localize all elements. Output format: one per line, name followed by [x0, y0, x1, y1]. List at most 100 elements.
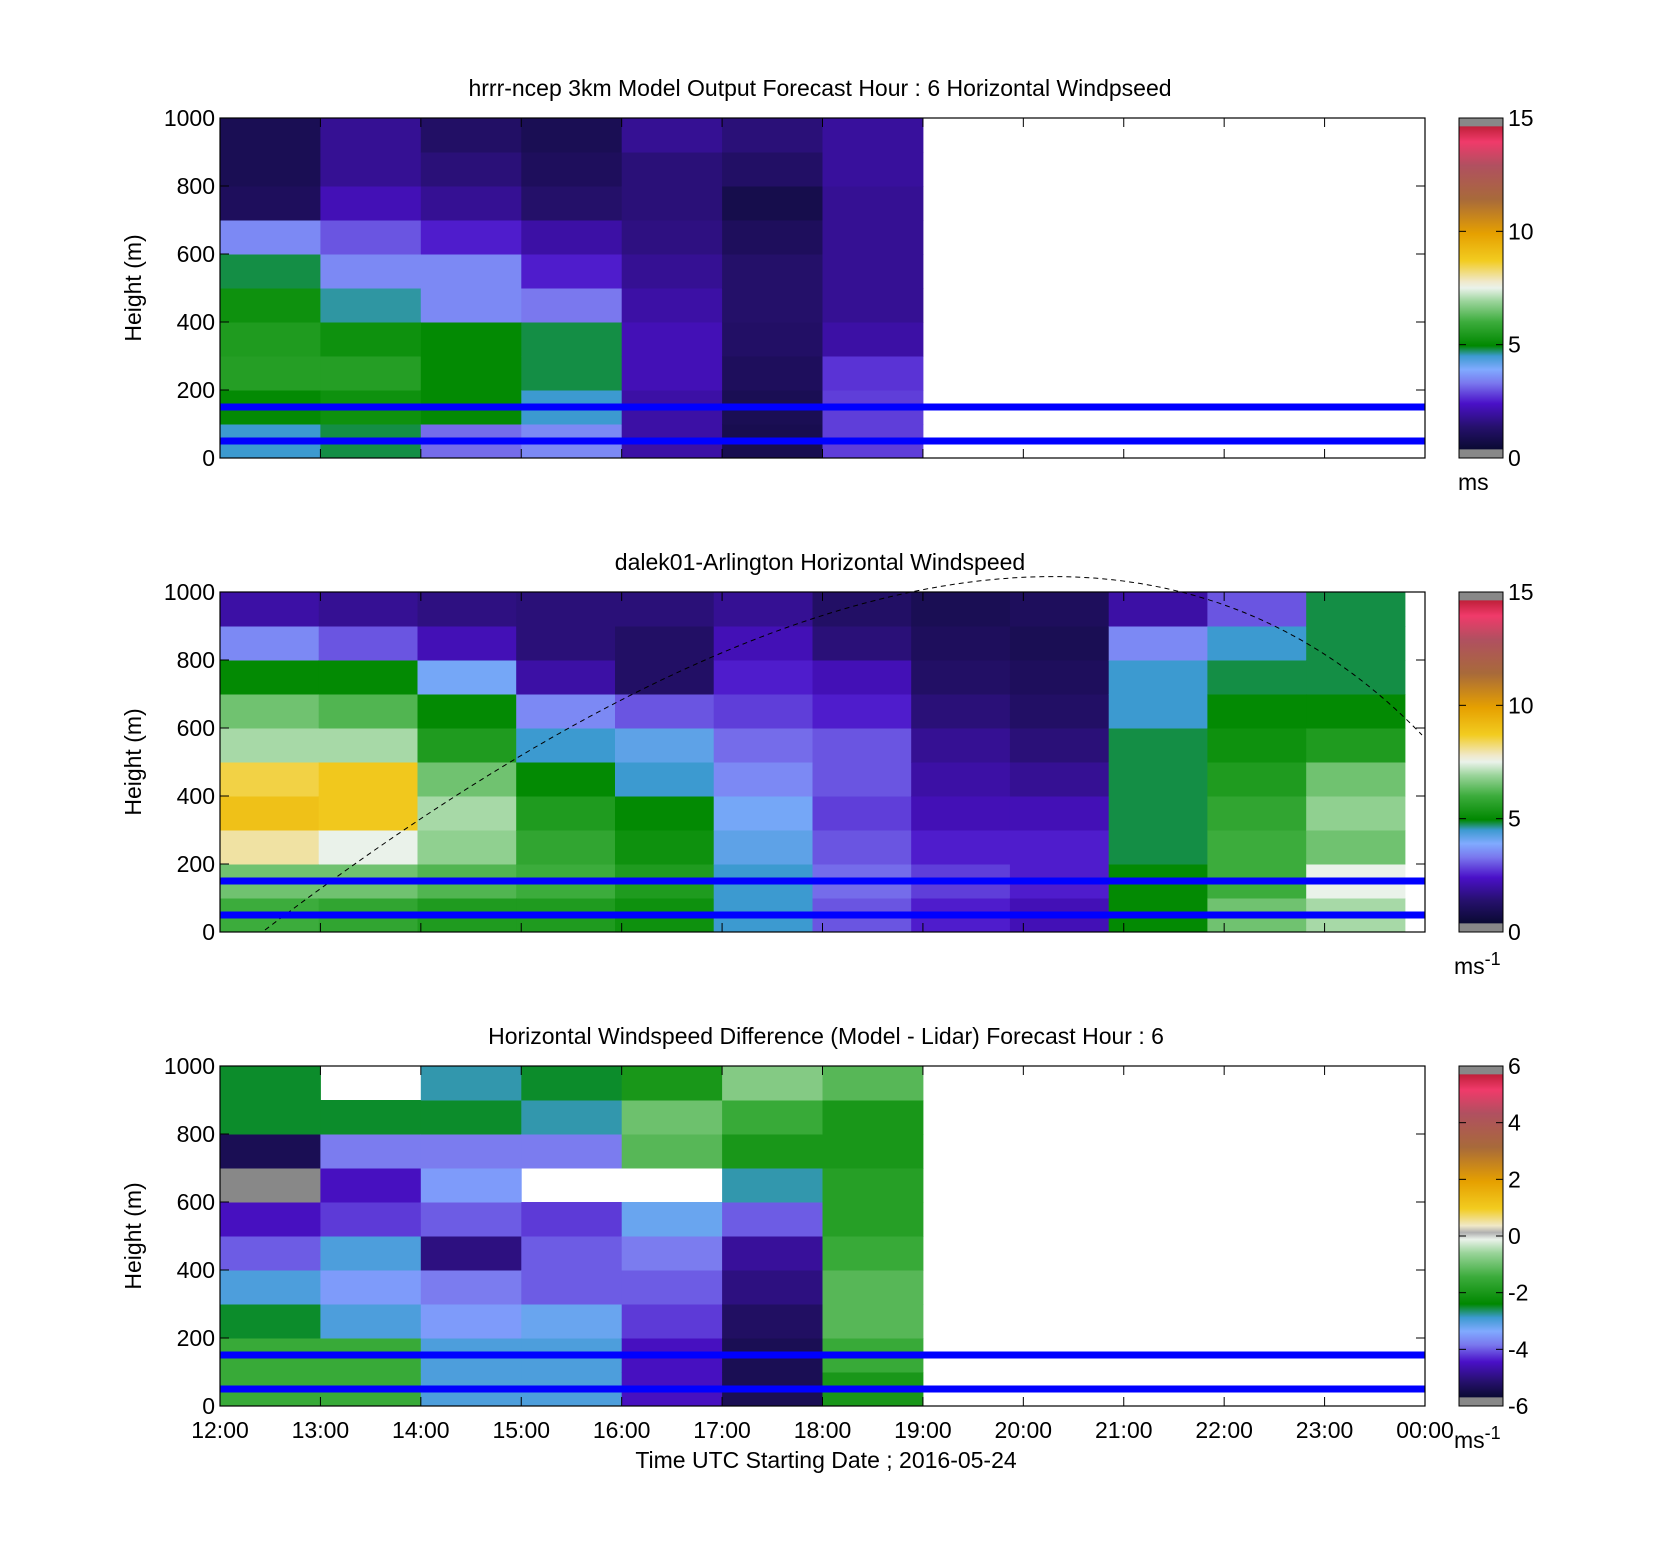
colorbar-tick-label: 0 — [1508, 919, 1521, 945]
heatmap-cell — [220, 626, 320, 661]
heatmap-cell — [812, 592, 912, 627]
colorbar-tick-label: -4 — [1508, 1336, 1529, 1362]
heatmap-cell — [420, 1066, 522, 1101]
heatmap-cell — [713, 728, 813, 763]
heatmap-cell — [521, 1100, 623, 1135]
heatmap-cell — [812, 796, 912, 831]
heatmap-cell — [722, 1100, 823, 1135]
heatmap-cell — [713, 796, 813, 831]
x-tick-label: 20:00 — [995, 1417, 1053, 1443]
heatmap-cell — [615, 694, 715, 729]
heatmap-cell — [220, 1202, 321, 1237]
heatmap-cell — [621, 356, 723, 391]
colorbar — [1458, 117, 1504, 459]
heatmap-cell — [417, 830, 517, 865]
heatmap-cell — [911, 762, 1011, 797]
heatmap-cell — [318, 762, 418, 797]
heatmap-cell — [1306, 830, 1406, 865]
heatmap-cell — [320, 1202, 422, 1237]
heatmap-cell — [320, 118, 422, 153]
heatmap-cell — [521, 1270, 623, 1305]
heatmap-cell — [1108, 592, 1208, 627]
colorbar-ticks: 0 5 10 15 — [1459, 105, 1534, 471]
heatmap-cell — [417, 694, 517, 729]
heatmap-cell — [318, 830, 418, 865]
heatmap-cell — [822, 1168, 924, 1203]
heatmap-cell — [320, 1168, 422, 1203]
colorbar-tick-label: -2 — [1508, 1280, 1528, 1306]
heatmap-cell — [521, 254, 623, 289]
heatmap-cell — [722, 356, 823, 391]
heatmap-cell — [417, 762, 517, 797]
heatmap-cell — [1009, 796, 1110, 831]
heatmap-cell — [220, 118, 321, 153]
colorbar-tick-label: 0 — [1508, 445, 1521, 471]
heatmap-cell — [420, 254, 522, 289]
heatmap-cell — [1108, 796, 1208, 831]
heatmap-cell — [822, 118, 924, 153]
heatmap-cell — [722, 1304, 823, 1339]
heatmap-cell — [220, 694, 320, 729]
heatmap-cell — [1306, 762, 1406, 797]
heatmap-cell — [521, 1066, 623, 1101]
heatmap-cell — [621, 322, 723, 357]
heatmap-cell — [713, 694, 813, 729]
heatmap-cell — [521, 322, 623, 357]
heatmap-cell — [220, 254, 321, 289]
heatmap-cell — [722, 1168, 823, 1203]
heatmap-cell — [417, 796, 517, 831]
heatmap-cell — [911, 728, 1011, 763]
colorbar-ticks: -6 -4 -2 0 2 4 6 — [1459, 1053, 1529, 1419]
heatmap-cell — [1108, 728, 1208, 763]
heatmap-cell — [220, 288, 321, 323]
x-tick-label: 13:00 — [292, 1417, 350, 1443]
reference-lines — [220, 1351, 1425, 1393]
y-tick-label: 600 — [177, 715, 215, 741]
heatmap-cell — [220, 1304, 321, 1339]
heatmap-cell — [318, 626, 418, 661]
colorbar-tick-label: 6 — [1508, 1053, 1521, 1079]
y-tick-label: 400 — [177, 1257, 215, 1283]
heatmap-cell — [521, 356, 623, 391]
x-tick-label: 17:00 — [693, 1417, 751, 1443]
heatmap-cell — [420, 1134, 522, 1169]
heatmap-cell — [722, 1270, 823, 1305]
heatmap-cell — [1009, 830, 1110, 865]
heatmap-cell — [822, 152, 924, 187]
heatmap-cell — [1009, 660, 1110, 695]
y-tick-label: 800 — [177, 1121, 215, 1147]
y-tick-label: 400 — [177, 309, 215, 335]
heatmap-cell — [1306, 660, 1406, 695]
heatmap-cell — [812, 830, 912, 865]
heatmap-cell — [1207, 796, 1307, 831]
heatmap-cell — [320, 322, 422, 357]
heatmap-cell — [713, 626, 813, 661]
heatmap-cell — [1009, 592, 1110, 627]
heatmap-cell — [1207, 728, 1307, 763]
heatmap-cell — [1306, 694, 1406, 729]
heatmap-cell — [420, 1236, 522, 1271]
heatmap-cell — [822, 356, 924, 391]
heatmap-cell — [521, 1134, 623, 1169]
heatmap-cell — [722, 152, 823, 187]
heatmap-cell — [318, 728, 418, 763]
panel-title: dalek01-Arlington Horizontal Windspeed — [615, 549, 1025, 575]
y-tick-label: 1000 — [164, 1053, 215, 1079]
y-axis-ticks: 0 200 400 600 800 1000 — [164, 579, 1425, 945]
heatmap-cell — [220, 152, 321, 187]
heatmap-cell — [722, 322, 823, 357]
colorbar-tick-label: 15 — [1508, 579, 1534, 605]
heatmap-cell — [822, 1202, 924, 1237]
heatmap-cell — [722, 118, 823, 153]
heatmap-cell — [1009, 626, 1110, 661]
heatmap-cell — [1306, 796, 1406, 831]
heatmap-cell — [722, 1202, 823, 1237]
colorbar-tick-label: 15 — [1508, 105, 1534, 131]
heatmap-cell — [420, 288, 522, 323]
heatmap-cell — [812, 728, 912, 763]
heatmap-cell — [318, 796, 418, 831]
reference-lines — [220, 877, 1425, 919]
heatmap-cell — [420, 1304, 522, 1339]
heatmap-cell — [220, 1066, 321, 1101]
